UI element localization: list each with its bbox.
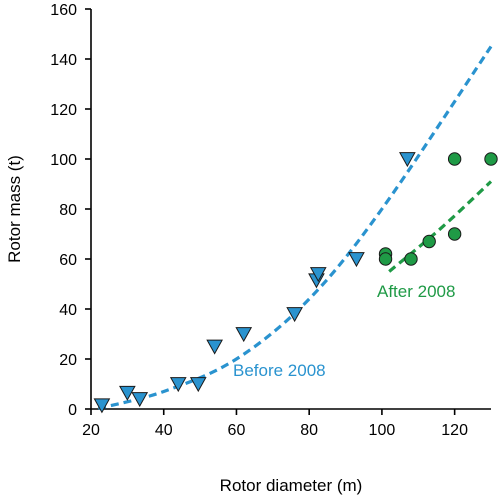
y-tick-label: 20 [59,352,77,369]
x-tick-label: 80 [300,422,318,439]
annotation-after-2008: After 2008 [377,282,455,301]
data-point-circle [422,234,436,249]
data-point-circle [404,252,418,266]
y-tick-label: 60 [59,252,77,269]
y-tick-label: 120 [50,102,77,119]
data-point-triangle [119,385,136,401]
data-points [93,152,498,414]
y-tick-label: 160 [50,2,77,19]
y-axis-title: Rotor mass (t) [5,155,24,263]
fit-lines [97,45,493,411]
axes [90,9,491,410]
data-point-circle [378,252,393,266]
x-tick-label: 60 [228,422,246,439]
x-tick-label: 100 [369,422,396,439]
x-tick-label: 40 [155,422,173,439]
data-point-triangle [189,377,207,393]
y-tick-label: 0 [68,402,77,419]
data-point-circle [484,152,498,166]
data-point-triangle [399,152,416,168]
data-point-triangle [309,267,327,283]
data-point-circle [447,227,462,241]
data-point-triangle [206,339,223,355]
y-tick-label: 80 [59,202,77,219]
x-axis-title: Rotor diameter (m) [220,476,363,495]
y-tick-label: 140 [50,52,77,69]
data-point-triangle [131,392,149,408]
y-tick-label: 100 [50,152,77,169]
x-tick-label: 120 [441,422,468,439]
data-point-triangle [348,252,365,268]
data-point-triangle [235,327,253,343]
data-point-circle [447,152,462,166]
fit-line-after-2008 [388,180,493,273]
data-point-triangle [93,398,111,414]
data-point-triangle [169,377,187,393]
x-tick-label: 20 [82,422,100,439]
y-tick-label: 40 [59,302,77,319]
fit-line-before-2008 [97,45,493,411]
ticks: 20 40 60 80 100 120 0 20 40 60 80 100 120 140 160 [50,2,468,439]
annotation-before-2008: Before 2008 [233,361,326,380]
data-point-triangle [286,307,303,323]
